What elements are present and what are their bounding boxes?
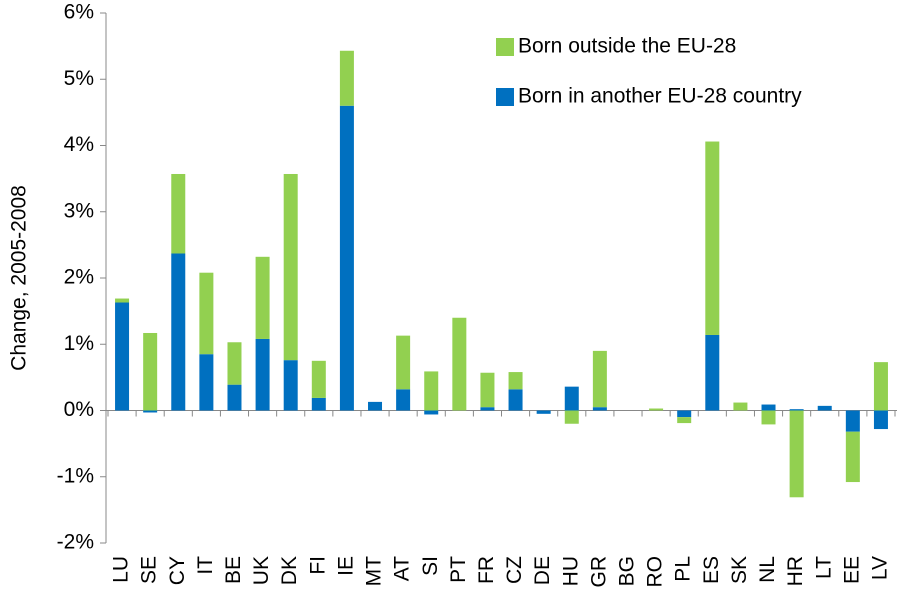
bar	[508, 389, 523, 411]
bar	[311, 397, 326, 411]
bar	[649, 408, 664, 411]
bar	[424, 371, 439, 411]
y-tick-label: 2%	[64, 266, 94, 289]
bar	[564, 410, 579, 424]
bar	[508, 372, 523, 390]
bar	[592, 407, 607, 411]
x-tick-label: EE	[840, 556, 863, 584]
x-tick-label: HU	[559, 556, 582, 586]
x-tick-label: FI	[306, 556, 329, 575]
bar	[339, 105, 354, 411]
bar	[761, 410, 776, 425]
bar	[283, 173, 298, 361]
bar	[199, 272, 214, 355]
bar	[255, 256, 270, 339]
x-tick-label: CZ	[503, 556, 526, 584]
x-tick-label: IT	[194, 556, 217, 575]
bar	[705, 334, 720, 411]
x-tick-label: BG	[616, 556, 639, 586]
bar	[480, 407, 495, 411]
bar	[396, 389, 411, 411]
bar	[873, 362, 888, 411]
y-axis-label: Change, 2005-2008	[8, 185, 31, 371]
x-tick-label: NL	[756, 556, 779, 583]
y-tick-label: 1%	[64, 332, 94, 355]
bar	[677, 417, 692, 424]
bar	[873, 410, 888, 430]
y-tick-label: -1%	[57, 464, 94, 487]
bar	[143, 410, 158, 413]
bar	[733, 402, 748, 411]
x-tick-label: AT	[391, 556, 414, 581]
x-tick-label: DK	[278, 556, 301, 585]
legend-swatch	[496, 88, 514, 106]
x-tick-label: GR	[587, 556, 610, 588]
legend-label: Born outside the EU-28	[518, 35, 736, 58]
bar	[817, 405, 832, 411]
bar	[368, 401, 383, 411]
bar	[396, 335, 411, 390]
y-tick-label: 0%	[64, 398, 94, 421]
bar	[255, 338, 270, 411]
y-tick-label: 6%	[64, 1, 94, 24]
bar	[845, 431, 860, 483]
bar	[789, 409, 804, 411]
x-tick-label: IE	[334, 556, 357, 576]
x-tick-label: PT	[447, 556, 470, 583]
x-tick-label: SE	[138, 556, 161, 584]
bar	[199, 354, 214, 411]
bar	[311, 360, 326, 398]
x-tick-label: CY	[166, 556, 189, 585]
bar	[283, 360, 298, 411]
bar	[115, 298, 130, 303]
bar	[536, 410, 551, 414]
x-tick-label: UK	[250, 556, 273, 585]
bar	[452, 317, 467, 411]
bar	[424, 410, 439, 415]
bar	[115, 302, 130, 411]
bar	[171, 253, 186, 411]
x-tick-label: LV	[868, 556, 891, 580]
x-tick-label: FR	[475, 556, 498, 584]
bar	[705, 141, 720, 335]
x-tick-label: SI	[419, 556, 442, 576]
bar	[677, 410, 692, 418]
y-tick-label: -2%	[57, 531, 94, 554]
x-tick-label: SK	[728, 556, 751, 584]
y-tick-label: 5%	[64, 67, 94, 90]
x-tick-label: ES	[700, 556, 723, 584]
bar	[564, 386, 579, 411]
x-tick-label: LT	[812, 556, 835, 579]
bar	[227, 384, 242, 411]
bar	[592, 350, 607, 408]
bar	[227, 342, 242, 385]
bar	[480, 372, 495, 408]
y-tick-label: 3%	[64, 199, 94, 222]
x-tick-label: MT	[363, 556, 386, 586]
legend-swatch	[496, 38, 514, 56]
x-tick-label: DE	[531, 556, 554, 585]
x-tick-label: PL	[672, 556, 695, 582]
bar	[845, 410, 860, 432]
x-tick-label: BE	[222, 556, 245, 584]
x-tick-label: LU	[110, 556, 133, 583]
x-tick-label: HR	[784, 556, 807, 586]
bar	[789, 410, 804, 498]
legend-label: Born in another EU-28 country	[518, 85, 802, 108]
y-tick-label: 4%	[64, 133, 94, 156]
bar	[143, 332, 158, 411]
bar	[171, 173, 186, 254]
bar	[761, 404, 776, 411]
bar	[339, 50, 354, 106]
x-tick-label: RO	[644, 556, 667, 588]
